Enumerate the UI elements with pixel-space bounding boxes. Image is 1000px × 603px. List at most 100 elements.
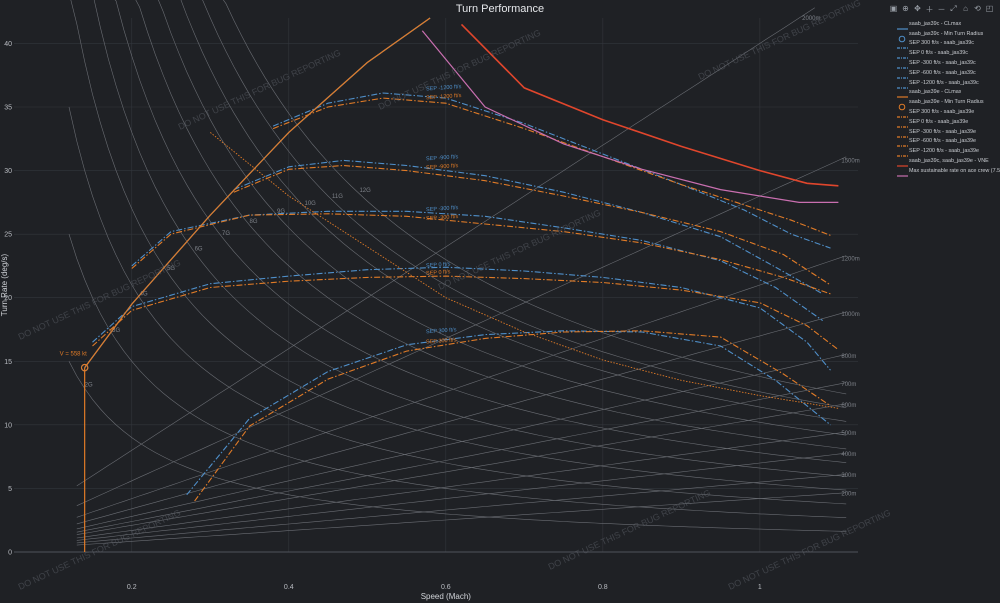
g-label: 9G xyxy=(277,209,285,215)
turn-radius-curve xyxy=(76,492,847,546)
legend-symbol xyxy=(896,98,909,111)
legend-entry[interactable]: SEP -300 ft/s - saab_jas39c xyxy=(896,58,1000,69)
watermark-text: DO NOT USE THIS FOR BUG REPORTING xyxy=(17,508,183,592)
camera-icon[interactable]: ▣ xyxy=(889,4,898,13)
sep-label: SEP -1200 ft/s xyxy=(426,84,462,92)
g-label: 12G xyxy=(359,188,371,194)
series-line xyxy=(194,330,831,502)
legend-entry[interactable]: Max sustainable rate on ace crew (7.5G) xyxy=(896,166,1000,177)
legend-symbol xyxy=(896,157,909,167)
radius-label: 1000m xyxy=(841,312,859,318)
series-line xyxy=(272,92,831,249)
sep-label: SEP -1200 ft/s xyxy=(426,93,462,101)
turn-radius-curve xyxy=(76,156,847,506)
home-icon[interactable]: ⟲ xyxy=(974,4,981,13)
legend-symbol xyxy=(896,137,909,148)
legend-entry[interactable]: saab_jas39e - Min Turn Radius xyxy=(896,97,1000,111)
series-line xyxy=(233,159,823,295)
plotly-logo-icon[interactable]: ◰ xyxy=(985,4,994,13)
legend-entry[interactable]: SEP -600 ft/s - saab_jas39e xyxy=(896,137,1000,148)
turn-radius-curve xyxy=(76,403,847,535)
g-load-curve xyxy=(158,0,847,436)
legend-entry[interactable]: SEP 0 ft/s - saab_jas39e xyxy=(896,117,1000,128)
x-tick-label: 0.4 xyxy=(284,584,294,591)
legend-symbol xyxy=(896,69,909,79)
g-load-curve xyxy=(114,0,847,463)
watermark-text: DO NOT USE THIS FOR BUG REPORTING xyxy=(17,258,183,342)
turn-radius-curve xyxy=(76,382,847,533)
legend-label: SEP -600 ft/s - saab_jas39e xyxy=(909,138,977,145)
legend-entry[interactable]: SEP -600 ft/s - saab_jas39c xyxy=(896,68,1000,79)
y-axis-label: Turn Rate (deg/s) xyxy=(0,253,9,316)
legend-entry[interactable]: SEP -1200 ft/s - saab_jas39c xyxy=(896,78,1000,89)
sep-label: SEP -900 ft/s xyxy=(426,154,459,162)
g-label: 2G xyxy=(85,383,93,389)
g-label: 8G xyxy=(250,219,258,225)
legend-label: SEP -600 ft/s - saab_jas39c xyxy=(909,69,976,76)
legend-symbol xyxy=(896,128,909,138)
legend-symbol xyxy=(896,108,909,118)
watermark-text: DO NOT USE THIS FOR BUG REPORTING xyxy=(547,488,713,572)
sep-label: SEP 0 ft/s xyxy=(426,269,451,277)
reference-curves xyxy=(68,0,847,546)
legend-entry[interactable]: saab_jas39c - Min Turn Radius xyxy=(896,29,1000,42)
legend-label: saab_jas39c, saab_jas39e - VNE xyxy=(909,158,989,165)
legend-label: saab_jas39c - Min Turn Radius xyxy=(909,30,984,37)
legend-label: SEP -1200 ft/s - saab_jas39c xyxy=(909,79,979,86)
legend-entry[interactable]: saab_jas39e - CLmax xyxy=(896,88,1000,99)
legend-entry[interactable]: SEP 300 ft/s - saab_jas39e xyxy=(896,107,1000,118)
series-line xyxy=(421,30,839,203)
legend-label: SEP -1200 ft/s - saab_jas39e xyxy=(909,148,980,155)
legend-symbol xyxy=(896,88,909,99)
legend-entry[interactable]: saab_jas39c, saab_jas39e - VNE xyxy=(896,156,1000,167)
legend-entry[interactable]: SEP 300 ft/s - saab_jas39c xyxy=(896,39,1000,50)
turn-radius-curve xyxy=(76,255,847,518)
legend-label: saab_jas39c - CLmax xyxy=(909,20,962,27)
y-tick-label: 35 xyxy=(4,105,12,112)
sep-label: SEP -300 ft/s xyxy=(426,214,459,222)
corner-speed-curve xyxy=(209,132,839,409)
turn-radius-curve xyxy=(76,474,847,544)
pan-icon[interactable]: ✥ xyxy=(914,4,921,13)
radius-label: 400m xyxy=(841,452,856,458)
zoom-icon[interactable]: ⊕ xyxy=(902,4,909,13)
legend-symbol xyxy=(896,20,909,30)
series-line xyxy=(186,330,831,496)
chart-title: Turn Performance xyxy=(456,3,544,15)
autoscale-icon[interactable]: ⤢ xyxy=(950,4,957,13)
g-load-curve xyxy=(93,0,847,477)
series-line xyxy=(131,210,824,322)
sep-label: SEP 300 ft/s xyxy=(426,337,457,345)
series-line xyxy=(131,213,831,295)
legend-label: SEP 300 ft/s - saab_jas39e xyxy=(909,109,975,116)
legend-label: SEP -300 ft/s - saab_jas39c xyxy=(909,60,976,67)
series-line xyxy=(233,164,831,286)
legend-symbol xyxy=(896,79,909,89)
radius-label: 500m xyxy=(841,431,856,437)
legend-label: saab_jas39e - Min Turn Radius xyxy=(909,99,984,106)
g-load-curve xyxy=(202,0,847,408)
series-line xyxy=(460,23,839,187)
watermark-text: DO NOT USE THIS FOR BUG REPORTING xyxy=(727,508,890,592)
legend-entry[interactable]: saab_jas39c - CLmax xyxy=(896,19,1000,30)
y-tick-label: 40 xyxy=(4,41,12,48)
reset-icon[interactable]: ⌂ xyxy=(963,4,968,13)
y-tick-label: 25 xyxy=(4,232,12,239)
legend-entry[interactable]: SEP 0 ft/s - saab_jas39c xyxy=(896,48,1000,59)
y-tick-label: 15 xyxy=(4,359,12,366)
radius-label: 1500m xyxy=(841,158,859,164)
g-load-curve xyxy=(135,0,847,450)
g-load-curve xyxy=(68,106,847,505)
zoom-in-icon[interactable]: ＋ xyxy=(925,5,934,14)
y-tick-label: 5 xyxy=(8,486,12,493)
turn-performance-chart[interactable]: 2G3G4G5G6G7G8G9G10G11G12G2000m1500m1200m… xyxy=(0,0,890,603)
legend-symbol xyxy=(896,147,909,157)
g-load-curve xyxy=(68,361,847,532)
y-tick-label: 10 xyxy=(4,422,12,429)
legend-symbol xyxy=(896,30,909,42)
zoom-out-icon[interactable]: － xyxy=(937,5,946,14)
legend-entry[interactable]: SEP -1200 ft/s - saab_jas39e xyxy=(896,146,1000,157)
turn-radius-curve xyxy=(76,452,847,541)
g-load-curve xyxy=(68,234,847,518)
legend-entry[interactable]: SEP -300 ft/s - saab_jas39e xyxy=(896,127,1000,138)
